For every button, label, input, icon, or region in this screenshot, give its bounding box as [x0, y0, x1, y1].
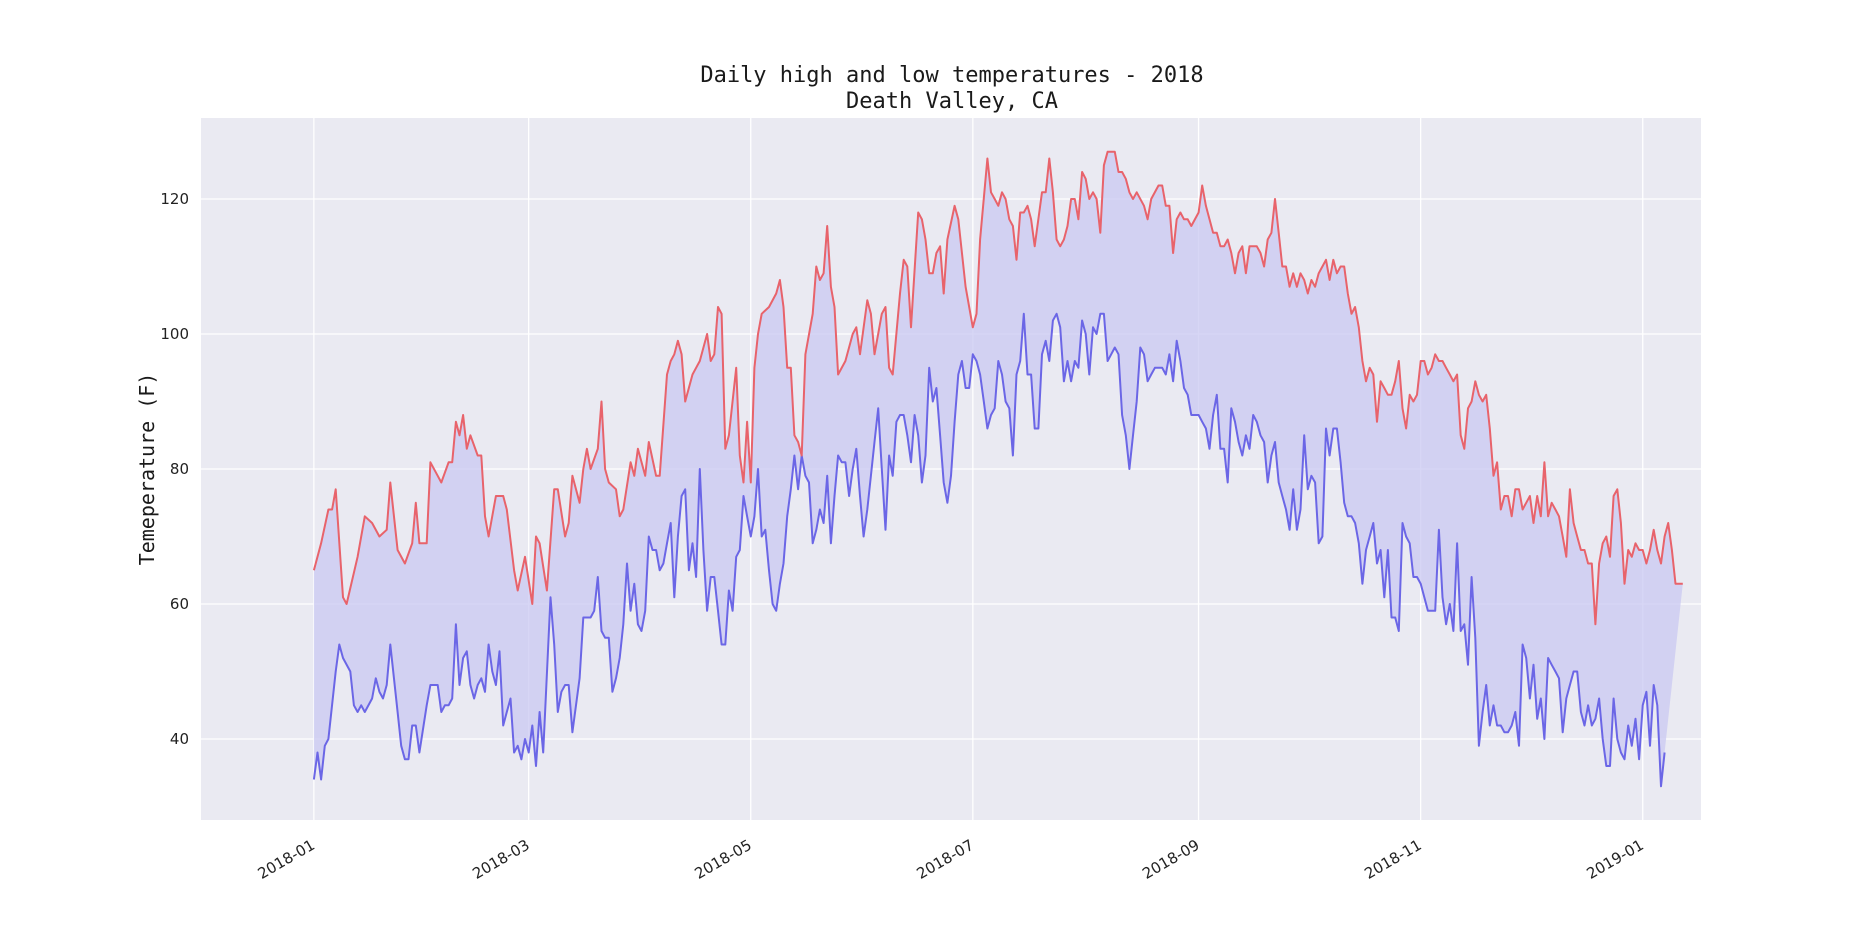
y-tick-label: 120 [160, 190, 189, 208]
x-tick-label: 2018-05 [691, 836, 754, 883]
x-tick-label: 2018-01 [255, 836, 318, 883]
high-temperature-line [312, 150, 1683, 626]
chart-title: Daily high and low temperatures - 2018 [700, 63, 1203, 88]
x-tick-label: 2018-11 [1361, 836, 1424, 883]
y-tick-label: 100 [160, 325, 189, 343]
y-axis-label: Temeperature (F) [135, 373, 159, 566]
x-tick-label: 2019-01 [1583, 836, 1646, 883]
y-tick-label: 60 [170, 595, 189, 613]
x-tick-label: 2018-09 [1139, 836, 1202, 883]
y-tick-label: 40 [170, 730, 189, 748]
x-tick-label: 2018-07 [914, 836, 977, 883]
high-low-fill [313, 151, 1683, 787]
low-temperature-line [312, 312, 1666, 788]
y-tick-label: 80 [170, 460, 189, 478]
x-tick-label: 2018-03 [469, 836, 532, 883]
chart-subtitle: Death Valley, CA [846, 89, 1058, 114]
